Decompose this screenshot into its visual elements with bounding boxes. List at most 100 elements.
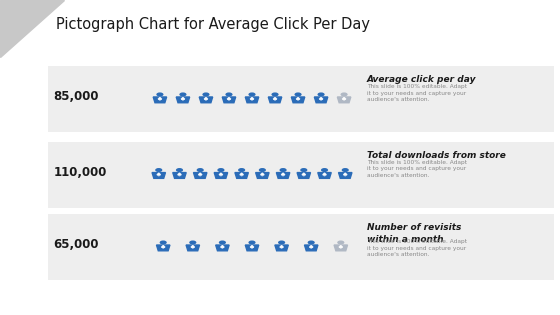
Polygon shape: [199, 175, 201, 176]
Circle shape: [156, 92, 164, 96]
Polygon shape: [297, 173, 310, 178]
FancyBboxPatch shape: [48, 142, 554, 208]
Circle shape: [321, 168, 328, 172]
Polygon shape: [281, 173, 285, 175]
Polygon shape: [334, 245, 348, 251]
Text: 65,000: 65,000: [53, 238, 99, 251]
Polygon shape: [228, 99, 230, 100]
Text: Total downloads from store: Total downloads from store: [367, 151, 506, 160]
Polygon shape: [158, 97, 162, 99]
Polygon shape: [273, 97, 277, 99]
Circle shape: [337, 240, 344, 244]
Polygon shape: [319, 97, 323, 99]
Polygon shape: [162, 247, 164, 249]
Text: Average click per day: Average click per day: [367, 75, 477, 84]
Polygon shape: [251, 247, 253, 249]
Circle shape: [176, 168, 183, 172]
Polygon shape: [156, 245, 170, 251]
Polygon shape: [262, 175, 263, 176]
Circle shape: [272, 92, 279, 96]
Polygon shape: [157, 173, 161, 175]
Polygon shape: [337, 97, 351, 103]
Polygon shape: [204, 97, 208, 99]
Circle shape: [238, 168, 245, 172]
Text: 110,000: 110,000: [53, 166, 106, 179]
Polygon shape: [344, 175, 346, 176]
Polygon shape: [310, 247, 312, 249]
Text: Number of revisits
within a month: Number of revisits within a month: [367, 223, 461, 243]
Polygon shape: [260, 173, 264, 175]
Polygon shape: [186, 245, 199, 251]
Polygon shape: [198, 173, 202, 175]
Polygon shape: [314, 97, 328, 103]
Circle shape: [197, 168, 204, 172]
Polygon shape: [219, 173, 223, 175]
Text: This slide is 100% editable. Adapt
it to your needs and capture your
audience's : This slide is 100% editable. Adapt it to…: [367, 84, 467, 102]
Polygon shape: [172, 173, 186, 178]
Polygon shape: [343, 99, 345, 100]
Circle shape: [249, 240, 255, 244]
Circle shape: [342, 168, 349, 172]
FancyBboxPatch shape: [48, 214, 554, 280]
Polygon shape: [158, 175, 160, 176]
Circle shape: [278, 240, 285, 244]
Polygon shape: [320, 99, 322, 100]
Polygon shape: [275, 245, 288, 251]
Circle shape: [340, 92, 348, 96]
Polygon shape: [235, 173, 249, 178]
FancyBboxPatch shape: [48, 132, 554, 142]
Circle shape: [202, 92, 209, 96]
Polygon shape: [250, 245, 254, 247]
Polygon shape: [0, 0, 64, 57]
Polygon shape: [181, 97, 185, 99]
Polygon shape: [220, 175, 222, 176]
Polygon shape: [241, 175, 242, 176]
Polygon shape: [305, 245, 318, 251]
Polygon shape: [340, 247, 342, 249]
Polygon shape: [153, 97, 167, 103]
Polygon shape: [343, 173, 347, 175]
Polygon shape: [222, 247, 223, 249]
Polygon shape: [245, 97, 259, 103]
Polygon shape: [324, 175, 325, 176]
Circle shape: [225, 92, 232, 96]
Polygon shape: [227, 97, 231, 99]
Polygon shape: [222, 97, 236, 103]
Text: This slide is 100% editable. Adapt
it to your needs and capture your
audience's : This slide is 100% editable. Adapt it to…: [367, 239, 467, 257]
Polygon shape: [152, 173, 166, 178]
Circle shape: [179, 92, 186, 96]
Text: 85,000: 85,000: [53, 90, 99, 103]
Circle shape: [307, 240, 315, 244]
Polygon shape: [199, 97, 213, 103]
Polygon shape: [245, 245, 259, 251]
Polygon shape: [338, 173, 352, 178]
Circle shape: [160, 240, 167, 244]
Circle shape: [155, 168, 162, 172]
Text: This slide is 100% editable. Adapt
it to your needs and capture your
audience's : This slide is 100% editable. Adapt it to…: [367, 160, 467, 178]
Polygon shape: [276, 173, 290, 178]
Polygon shape: [221, 245, 224, 247]
Polygon shape: [310, 245, 313, 247]
Polygon shape: [281, 247, 282, 249]
Polygon shape: [342, 97, 346, 99]
Circle shape: [300, 168, 307, 172]
Polygon shape: [205, 99, 207, 100]
Polygon shape: [159, 99, 161, 100]
Polygon shape: [194, 173, 207, 178]
Polygon shape: [240, 173, 244, 175]
Circle shape: [219, 240, 226, 244]
Polygon shape: [339, 245, 343, 247]
Polygon shape: [250, 97, 254, 99]
Circle shape: [279, 168, 287, 172]
Polygon shape: [179, 175, 180, 176]
Polygon shape: [178, 173, 181, 175]
Polygon shape: [182, 99, 184, 100]
Polygon shape: [161, 245, 165, 247]
FancyBboxPatch shape: [48, 208, 554, 214]
Polygon shape: [216, 245, 229, 251]
Polygon shape: [191, 245, 194, 247]
Polygon shape: [274, 99, 276, 100]
Circle shape: [189, 240, 197, 244]
Polygon shape: [251, 99, 253, 100]
Circle shape: [217, 168, 225, 172]
